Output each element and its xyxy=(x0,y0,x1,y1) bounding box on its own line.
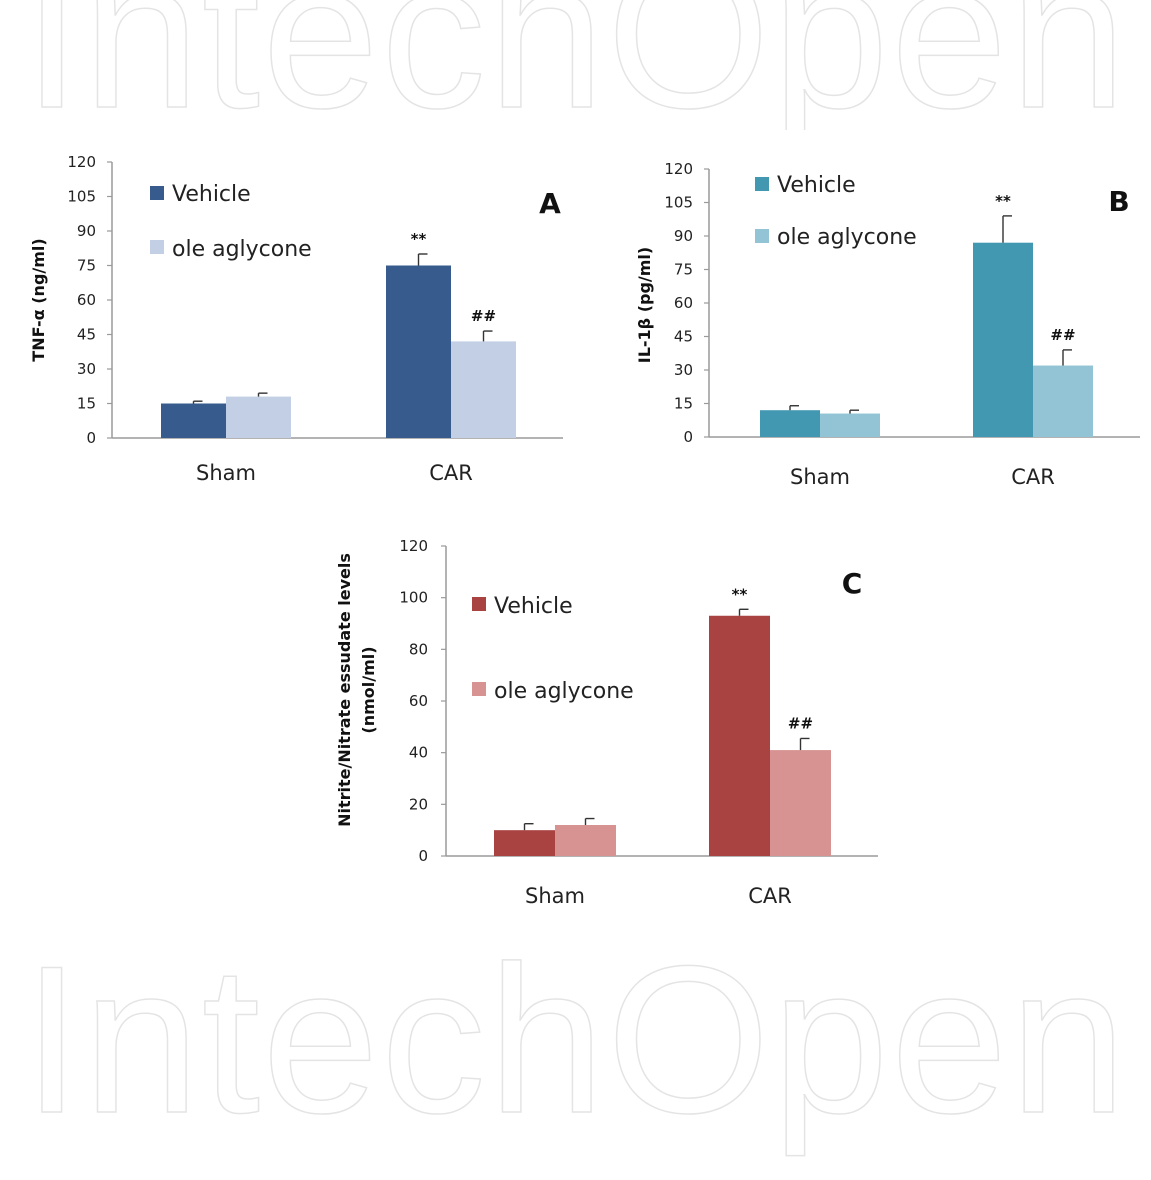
y-tick-label: 0 xyxy=(683,428,693,446)
bar-ole-aglycone-car xyxy=(770,750,831,856)
chart-panel-b: 0 15 30 45 60 75 90 105 120 ** ## Sham CAR Vehicle ole… xyxy=(635,160,1140,489)
y-tick-label: 30 xyxy=(674,361,693,379)
significance-marker: ** xyxy=(995,192,1011,210)
y-tick-label: 0 xyxy=(86,429,96,447)
y-tick-label: 120 xyxy=(664,160,693,178)
y-tick-label: 120 xyxy=(399,537,428,555)
bar-ole-aglycone-sham xyxy=(820,413,880,437)
y-tick-label: 40 xyxy=(409,744,428,762)
significance-marker: ## xyxy=(788,714,813,732)
y-axis-label: (nmol/ml) xyxy=(359,646,378,733)
chart-panel-a: 0 15 30 45 60 75 90 105 120 ** ## Sham CAR Vehicle ole… xyxy=(29,153,563,485)
panel-letter: A xyxy=(539,187,561,220)
panel-letter: B xyxy=(1108,185,1129,218)
significance-marker: ** xyxy=(411,230,427,248)
legend-label: ole aglycone xyxy=(494,679,634,704)
significance-marker: ## xyxy=(1050,326,1075,344)
legend-swatch xyxy=(150,186,164,200)
y-tick-label: 15 xyxy=(77,395,96,413)
x-category-label: CAR xyxy=(748,884,792,908)
bar-vehicle-car xyxy=(709,615,770,856)
bar-ole-aglycone-sham xyxy=(226,396,291,438)
y-tick-label: 105 xyxy=(664,194,693,212)
legend-swatch xyxy=(755,229,769,243)
y-axis-label: TNF-α (ng/ml) xyxy=(29,238,48,361)
y-tick-label: 60 xyxy=(674,294,693,312)
bar-vehicle-sham xyxy=(760,410,820,437)
bar-vehicle-car xyxy=(386,265,451,438)
legend-label: Vehicle xyxy=(777,173,856,198)
y-axis-label: IL-1β (pg/ml) xyxy=(635,247,654,363)
legend-swatch xyxy=(755,177,769,191)
legend-swatch xyxy=(150,240,164,254)
significance-marker: ## xyxy=(471,307,496,325)
y-tick-label: 60 xyxy=(409,692,428,710)
y-tick-label: 120 xyxy=(67,153,96,171)
x-category-label: Sham xyxy=(196,461,256,485)
legend-label: Vehicle xyxy=(494,594,573,619)
y-axis-label: Nitrite/Nitrate essudate levels xyxy=(335,553,354,827)
bar-ole-aglycone-car xyxy=(1033,365,1093,437)
y-tick-label: 90 xyxy=(674,227,693,245)
x-category-label: Sham xyxy=(525,884,585,908)
legend-label: ole aglycone xyxy=(172,237,312,262)
y-tick-label: 100 xyxy=(399,589,428,607)
y-tick-label: 75 xyxy=(674,261,693,279)
y-tick-label: 15 xyxy=(674,395,693,413)
x-category-label: CAR xyxy=(429,461,473,485)
panel-letter: C xyxy=(842,567,863,600)
legend-swatch xyxy=(472,682,486,696)
bar-vehicle-sham xyxy=(494,830,555,856)
bar-ole-aglycone-sham xyxy=(555,825,616,856)
y-tick-label: 20 xyxy=(409,795,428,813)
legend-label: ole aglycone xyxy=(777,225,917,250)
bar-vehicle-car xyxy=(973,242,1033,437)
y-tick-label: 105 xyxy=(67,188,96,206)
y-tick-label: 75 xyxy=(77,257,96,275)
y-tick-label: 30 xyxy=(77,360,96,378)
legend-swatch xyxy=(472,597,486,611)
legend-label: Vehicle xyxy=(172,182,251,207)
y-tick-label: 60 xyxy=(77,291,96,309)
y-tick-label: 45 xyxy=(674,328,693,346)
y-tick-label: 90 xyxy=(77,222,96,240)
y-tick-label: 80 xyxy=(409,640,428,658)
bar-ole-aglycone-car xyxy=(451,341,516,438)
chart-panel-c: 0 20 40 60 80 100 120 ** ## Sham CAR Vehicle ole agl… xyxy=(335,537,878,908)
x-category-label: CAR xyxy=(1011,465,1055,489)
x-category-label: Sham xyxy=(790,465,850,489)
y-tick-label: 0 xyxy=(418,847,428,865)
bar-vehicle-sham xyxy=(161,403,226,438)
y-tick-label: 45 xyxy=(77,326,96,344)
significance-marker: ** xyxy=(732,585,748,603)
